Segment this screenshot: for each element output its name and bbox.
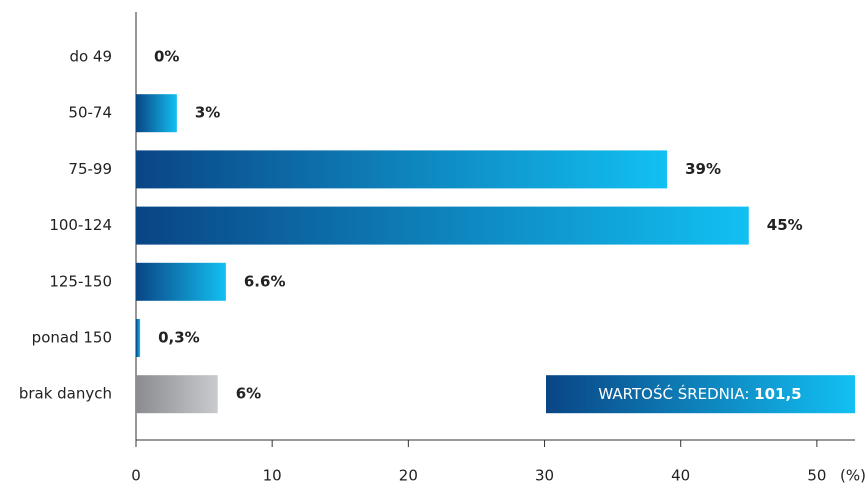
x-tick-label: 10 bbox=[263, 467, 282, 485]
bar bbox=[136, 206, 749, 245]
value-label: 3% bbox=[195, 104, 220, 122]
annotation-box bbox=[546, 375, 855, 414]
annotation-value: 101,5 bbox=[754, 385, 801, 403]
bar bbox=[136, 375, 218, 414]
bar bbox=[136, 262, 226, 301]
x-unit: (%) bbox=[840, 467, 866, 485]
y-tick-label: 50-74 bbox=[68, 104, 112, 122]
annotation-text: WARTOŚĆ ŚREDNIA: bbox=[598, 384, 749, 403]
bar bbox=[136, 150, 668, 189]
x-tick-label: 40 bbox=[671, 467, 690, 485]
bar bbox=[136, 319, 141, 357]
y-tick-label: 125-150 bbox=[49, 272, 112, 290]
value-label: 39% bbox=[685, 160, 721, 178]
y-tick-label: 100-124 bbox=[49, 216, 112, 234]
value-label: 6% bbox=[236, 385, 261, 403]
x-tick-label: 30 bbox=[535, 467, 554, 485]
y-tick-label: ponad 150 bbox=[32, 329, 112, 347]
annotation: WARTOŚĆ ŚREDNIA: 101,5 bbox=[598, 384, 801, 403]
y-tick-label: do 49 bbox=[69, 48, 112, 66]
y-tick-label: brak danych bbox=[19, 385, 112, 403]
value-label: 6.6% bbox=[244, 272, 286, 290]
x-tick-label: 50 bbox=[807, 467, 826, 485]
bar bbox=[136, 94, 177, 133]
x-tick-label: 20 bbox=[399, 467, 418, 485]
value-label: 0% bbox=[154, 48, 179, 66]
value-label: 0,3% bbox=[158, 329, 200, 347]
value-label: 45% bbox=[767, 216, 803, 234]
y-tick-label: 75-99 bbox=[68, 160, 112, 178]
x-tick-label: 0 bbox=[131, 467, 141, 485]
